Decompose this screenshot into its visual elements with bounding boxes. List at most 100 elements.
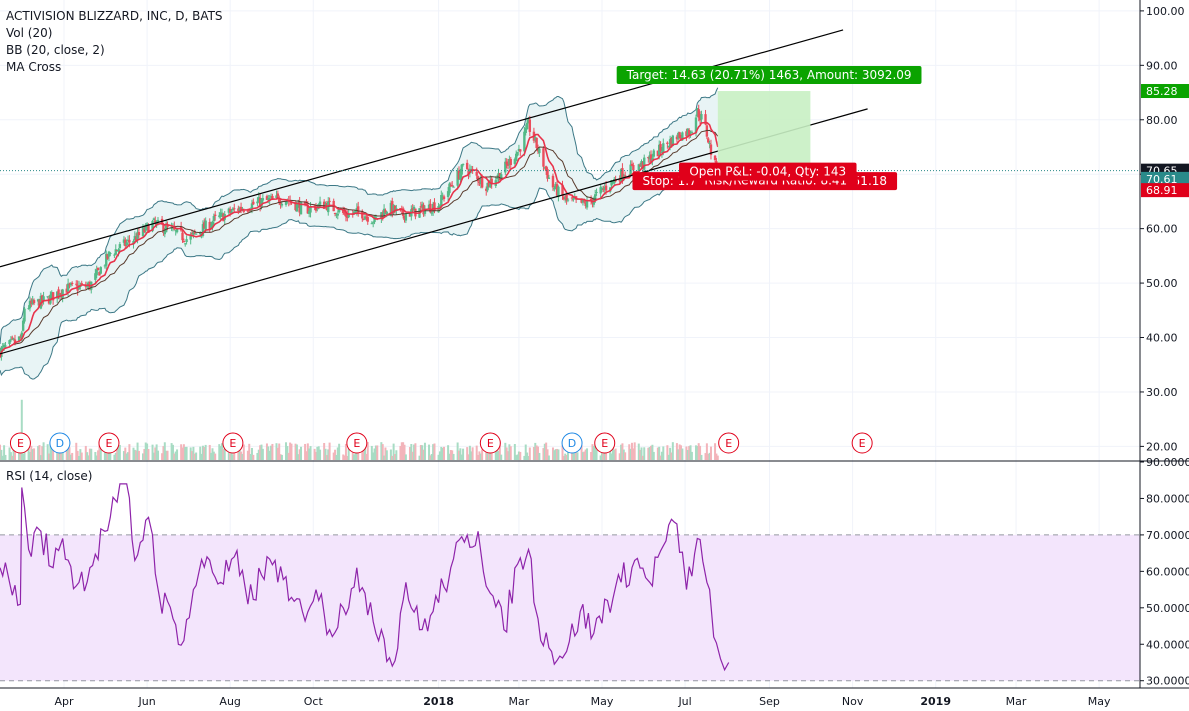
volume-bar (122, 451, 125, 460)
volume-bar (305, 451, 308, 460)
candle-body (584, 202, 587, 207)
candle-body (141, 227, 145, 237)
candle-body (505, 161, 508, 165)
volume-bar (400, 442, 403, 460)
volume-bar (381, 444, 384, 460)
candle-body (256, 201, 259, 204)
volume-bar (542, 448, 545, 460)
candle-body (679, 137, 683, 141)
volume-bar (285, 442, 288, 460)
candle-body (581, 199, 585, 203)
rsi-tick-label: 70.0000 (1146, 529, 1189, 542)
volume-bar (508, 444, 511, 460)
volume-bar (650, 445, 653, 460)
volume-bar (557, 449, 560, 460)
volume-bar (346, 455, 349, 460)
volume-bar (94, 451, 97, 460)
volume-bar (700, 454, 703, 460)
candle-body (12, 338, 15, 340)
volume-bar (365, 453, 368, 460)
candle-body (194, 233, 198, 235)
candle-body (70, 282, 74, 284)
candle-body (60, 292, 63, 296)
candle-body (618, 179, 621, 182)
candle-body (678, 132, 681, 139)
volume-bar (507, 451, 510, 460)
candle-body (490, 178, 493, 184)
candle-body (250, 203, 254, 210)
candle-body (261, 198, 265, 201)
candle-body (252, 201, 255, 205)
volume-bar (133, 449, 136, 460)
volume-bar (248, 443, 251, 460)
volume-bar (268, 450, 271, 460)
volume-bar (666, 445, 669, 460)
volume-bar (246, 450, 249, 460)
volume-bar (195, 452, 198, 460)
candle-body (128, 239, 131, 243)
volume-bar (370, 445, 373, 460)
volume-bar (240, 451, 243, 460)
candle-body (370, 223, 374, 225)
volume-bar (161, 453, 164, 460)
volume-bar (261, 448, 264, 460)
event-label: E (229, 437, 236, 450)
volume-bar (629, 448, 632, 460)
volume-bar (48, 453, 51, 460)
candle-body (670, 137, 673, 146)
volume-bar (430, 454, 433, 460)
volume-bar (319, 449, 322, 460)
candle-body (647, 157, 650, 159)
candle-body (204, 220, 207, 230)
volume-bar (411, 451, 414, 460)
event-marker (479, 432, 501, 454)
volume-bar (174, 451, 177, 460)
volume-bar (221, 443, 224, 460)
candle-body (30, 300, 33, 304)
indicator-bollinger[interactable]: BB (20, close, 2) (6, 43, 105, 57)
rsi-tick-label: 50.0000 (1146, 602, 1189, 615)
candle-body (42, 296, 45, 301)
indicator-volume[interactable]: Vol (20) (6, 26, 53, 40)
candle-body (208, 222, 211, 230)
candle-body (1, 346, 4, 348)
volume-bar (39, 455, 42, 460)
rsi-pane[interactable] (0, 483, 1140, 682)
rsi-legend[interactable]: RSI (14, close) (6, 469, 93, 483)
candle-body (185, 239, 188, 243)
trade-overlay[interactable]: Target: 14.63 (20.71%) 1463, Amount: 309… (0, 66, 1140, 191)
candle-body (61, 289, 64, 298)
volume-bar (669, 447, 672, 460)
candle-body (686, 128, 690, 136)
volume-bar (451, 450, 454, 460)
volume-bar (639, 449, 642, 460)
candle-body (133, 235, 137, 240)
candle-body (697, 109, 700, 118)
candle-body (554, 183, 557, 189)
price-label: 85.28 (1146, 85, 1178, 98)
candle-body (260, 199, 263, 207)
volume-bar (4, 454, 7, 460)
candle-body (19, 336, 22, 338)
indicator-ma-cross[interactable]: MA Cross (6, 60, 62, 74)
volume-bar (460, 454, 463, 460)
volume-bar (189, 447, 192, 460)
candle-body (705, 125, 709, 137)
candle-body (452, 186, 455, 188)
volume-bar (466, 447, 469, 460)
volume-bar (286, 446, 289, 460)
candle-body (346, 214, 349, 218)
volume-bar (314, 451, 317, 460)
volume-bar (595, 449, 598, 460)
candle-body (227, 208, 231, 213)
volume-bar (114, 452, 117, 460)
time-tick-label: May (1088, 695, 1111, 708)
volume-bar (592, 446, 595, 460)
volume-bar (241, 453, 244, 460)
volume-bar (46, 444, 49, 460)
volume-bar (33, 448, 36, 460)
volume-bar (641, 455, 644, 460)
volume-bar (581, 452, 584, 460)
